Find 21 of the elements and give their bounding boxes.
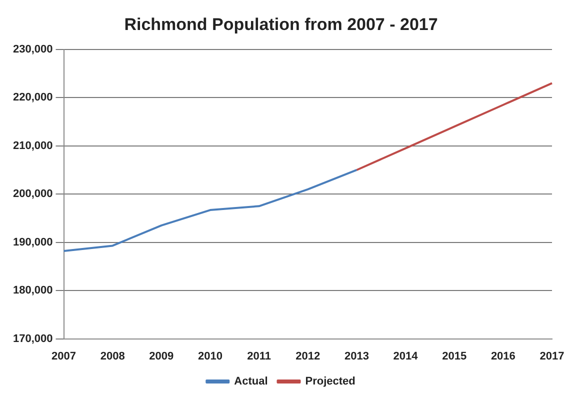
y-tick-label: 220,000 <box>12 92 53 104</box>
y-tick-label: 200,000 <box>12 188 53 200</box>
x-tick-label: 2011 <box>247 350 271 362</box>
x-tick-label: 2012 <box>296 350 320 362</box>
x-tick-label: 2014 <box>393 350 419 362</box>
y-tick-label: 190,000 <box>12 236 53 248</box>
y-tick-label: 170,000 <box>12 332 53 345</box>
y-tick-label: 230,000 <box>12 43 53 56</box>
x-tick-label: 2010 <box>198 350 222 362</box>
y-tick-label: 180,000 <box>12 284 53 297</box>
x-tick-label: 2009 <box>149 350 174 362</box>
y-tick-label: 210,000 <box>12 140 53 152</box>
x-tick-label: 2013 <box>344 350 369 362</box>
legend-label: Projected <box>305 376 356 388</box>
x-tick-label: 2008 <box>100 350 125 362</box>
chart-title: Richmond Population from 2007 - 2017 <box>124 14 438 34</box>
x-tick-label: 2016 <box>490 350 516 362</box>
x-tick-label: 2017 <box>540 350 564 362</box>
x-tick-label: 2015 <box>442 350 467 362</box>
legend-label: Actual <box>234 376 268 388</box>
x-tick-label: 2007 <box>52 350 76 362</box>
